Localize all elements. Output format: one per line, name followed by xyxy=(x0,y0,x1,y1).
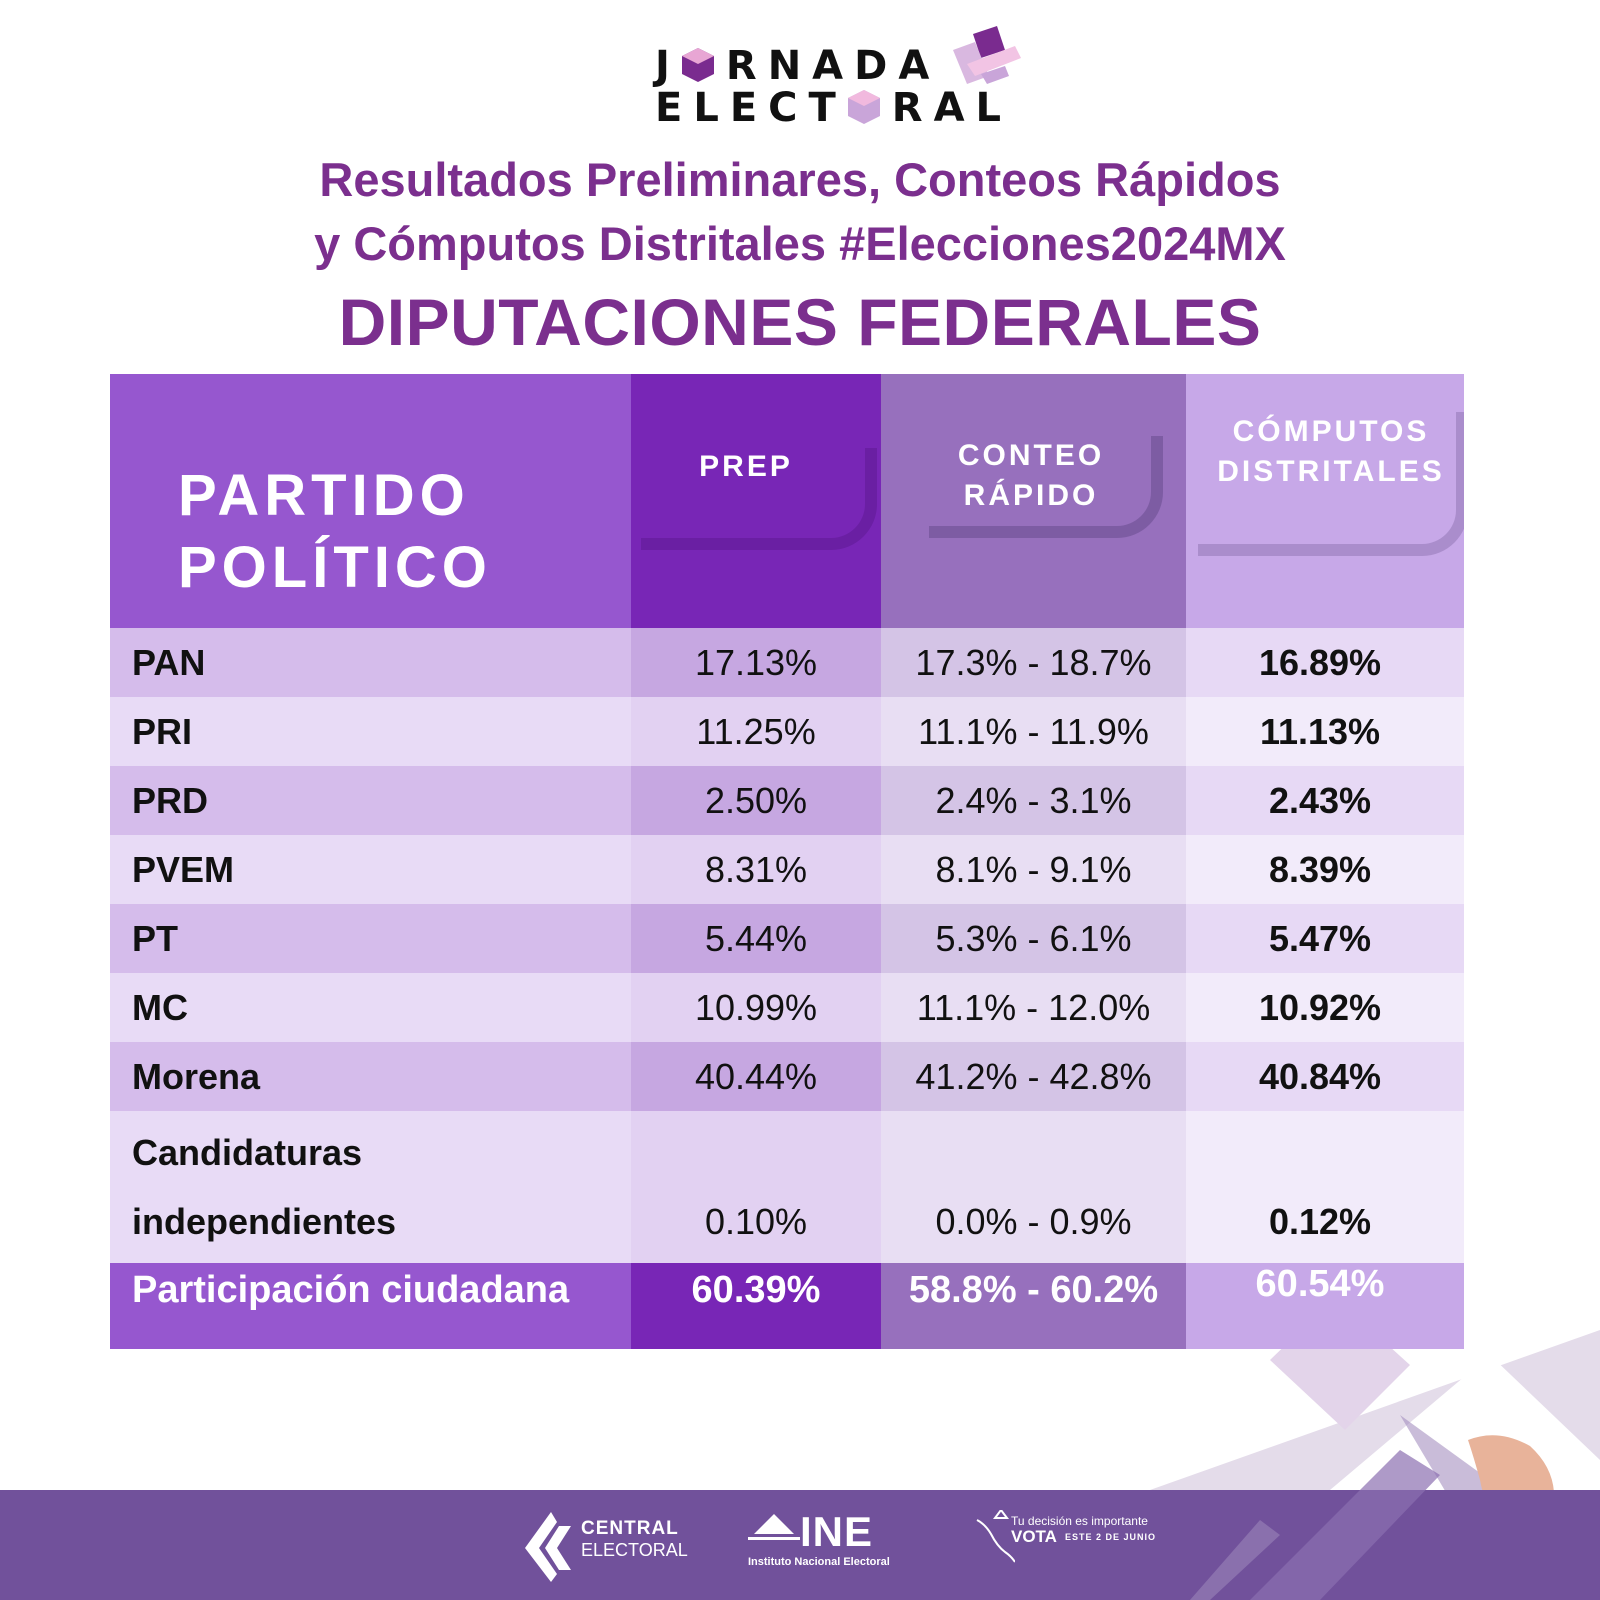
party-name: Morena xyxy=(110,1042,631,1111)
table-row: PT 5.44% 5.3% - 6.1% 5.47% xyxy=(110,904,1464,973)
party-name: PRD xyxy=(110,766,631,835)
table-row: PAN 17.13% 17.3% - 18.7% 16.89% xyxy=(110,628,1464,697)
logo-line-jornada: J RNADA xyxy=(655,43,941,89)
table-row: PVEM 8.31% 8.1% - 9.1% 8.39% xyxy=(110,835,1464,904)
table-row-independientes: Candidaturas independientes 0.10% 0.0% -… xyxy=(110,1111,1464,1263)
party-name: PVEM xyxy=(110,835,631,904)
prep-value: 60.39% xyxy=(631,1263,881,1349)
prep-value: 5.44% xyxy=(631,904,881,973)
central-electoral-logo: CENTRAL ELECTORAL xyxy=(525,1512,688,1587)
prep-value: 40.44% xyxy=(631,1042,881,1111)
conteo-value: 58.8% - 60.2% xyxy=(881,1263,1186,1349)
subtitle-line-1: Resultados Preliminares, Conteos Rápidos xyxy=(319,153,1281,206)
party-name: Candidaturas independientes xyxy=(110,1111,631,1263)
results-table: PARTIDO POLÍTICO PREP CONTEO RÁPIDO CÓMP… xyxy=(110,374,1464,1349)
prep-value: 10.99% xyxy=(631,973,881,1042)
table-row: PRD 2.50% 2.4% - 3.1% 2.43% xyxy=(110,766,1464,835)
header-prep: PREP xyxy=(631,374,881,628)
prep-value: 8.31% xyxy=(631,835,881,904)
header-partido: PARTIDO POLÍTICO xyxy=(110,374,631,628)
prep-value: 17.13% xyxy=(631,628,881,697)
computos-value: 11.13% xyxy=(1186,697,1464,766)
vota-logo: Tu decisión es importante VOTA ESTE 2 DE… xyxy=(975,1508,1155,1575)
conteo-value: 17.3% - 18.7% xyxy=(881,628,1186,697)
logo-line-electoral: ELECT RAL xyxy=(655,85,1013,131)
subtitle-line-2: y Cómputos Distritales #Elecciones2024MX xyxy=(314,217,1286,270)
party-name: PRI xyxy=(110,697,631,766)
conteo-value: 41.2% - 42.8% xyxy=(881,1042,1186,1111)
computos-value: 5.47% xyxy=(1186,904,1464,973)
conteo-value: 0.0% - 0.9% xyxy=(881,1111,1186,1263)
conteo-value: 5.3% - 6.1% xyxy=(881,904,1186,973)
footer: CENTRAL ELECTORAL INE Instituto Nacional… xyxy=(0,1450,1600,1600)
header-computos-distritales: CÓMPUTOS DISTRITALES xyxy=(1186,374,1464,628)
computos-value: 40.84% xyxy=(1186,1042,1464,1111)
computos-value: 60.54% xyxy=(1186,1263,1464,1349)
prep-value: 11.25% xyxy=(631,697,881,766)
cube-icon xyxy=(847,89,881,125)
party-name: MC xyxy=(110,973,631,1042)
prep-value: 0.10% xyxy=(631,1111,881,1263)
header-decoration xyxy=(641,448,877,550)
table-row: PRI 11.25% 11.1% - 11.9% 11.13% xyxy=(110,697,1464,766)
party-name: PT xyxy=(110,904,631,973)
conteo-value: 11.1% - 11.9% xyxy=(881,697,1186,766)
mexico-map-icon xyxy=(976,1508,1016,1563)
conteo-value: 2.4% - 3.1% xyxy=(881,766,1186,835)
computos-value: 2.43% xyxy=(1186,766,1464,835)
computos-value: 0.12% xyxy=(1186,1111,1464,1263)
ballot-check-icon xyxy=(953,26,1021,84)
table-row: Morena 40.44% 41.2% - 42.8% 40.84% xyxy=(110,1042,1464,1111)
computos-value: 8.39% xyxy=(1186,835,1464,904)
party-name: PAN xyxy=(110,628,631,697)
computos-value: 10.92% xyxy=(1186,973,1464,1042)
conteo-value: 11.1% - 12.0% xyxy=(881,973,1186,1042)
cube-icon xyxy=(681,47,715,83)
header-conteo-rapido: CONTEO RÁPIDO xyxy=(881,374,1186,628)
central-electoral-icon xyxy=(525,1512,571,1582)
prep-value: 2.50% xyxy=(631,766,881,835)
table-row-participacion: Participación ciudadana 60.39% 58.8% - 6… xyxy=(110,1263,1464,1349)
page-title: DIPUTACIONES FEDERALES xyxy=(338,285,1262,359)
table-header: PARTIDO POLÍTICO PREP CONTEO RÁPIDO CÓMP… xyxy=(110,374,1464,628)
table-row: MC 10.99% 11.1% - 12.0% 10.92% xyxy=(110,973,1464,1042)
header-decoration xyxy=(1198,412,1464,556)
ine-logo: INE Instituto Nacional Electoral xyxy=(748,1508,890,1568)
participacion-label: Participación ciudadana xyxy=(110,1263,631,1349)
conteo-value: 8.1% - 9.1% xyxy=(881,835,1186,904)
ine-icon xyxy=(748,1514,800,1540)
computos-value: 16.89% xyxy=(1186,628,1464,697)
jornada-electoral-logo: J RNADA ELECT RAL xyxy=(655,26,1021,132)
